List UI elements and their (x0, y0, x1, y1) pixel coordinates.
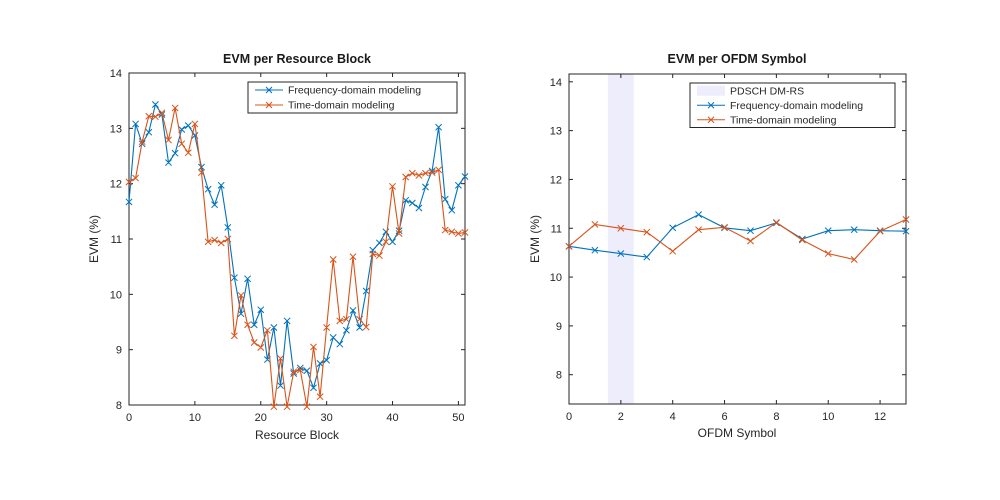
x-tick-label: 8 (773, 411, 779, 423)
y-tick-label: 9 (556, 321, 562, 333)
left-plot-ylabel: EVM (%) (87, 215, 101, 263)
legend-label-series-1: Time-domain modeling (730, 114, 837, 126)
legend-marker-sample (707, 101, 715, 109)
left-plot-xlabel: Resource Block (255, 428, 340, 442)
x-tick-label: 40 (386, 412, 398, 424)
series-line-0 (128, 103, 466, 390)
axes-box (568, 73, 907, 405)
y-tick-label: 13 (550, 126, 562, 138)
legend: Frequency-domain modeling Time-domain mod… (247, 81, 458, 114)
series-line-1 (568, 218, 907, 261)
right-plot-title: EVM per OFDM Symbol (668, 52, 807, 66)
y-tick-label: 8 (556, 370, 562, 382)
left-plot-title: EVM per Resource Block (223, 52, 371, 66)
x-tick-label: 4 (670, 411, 676, 423)
x-tick-label: 12 (874, 411, 886, 423)
legend-marker-sample (265, 86, 273, 94)
series-line-0 (568, 213, 907, 258)
legend-marker-sample (265, 101, 273, 109)
x-tick-label: 20 (255, 412, 267, 424)
x-tick-label: 0 (566, 411, 572, 423)
left-plot-axes: 0 10 20 30 40 50 8 9 10 11 12 13 14 Frequency-domain … (110, 68, 469, 424)
right-plot-xlabel: OFDM Symbol (698, 426, 777, 440)
y-tick-label: 11 (111, 234, 122, 246)
x-tick-label: 10 (189, 412, 201, 424)
legend-label-series-0: Frequency-domain modeling (730, 100, 863, 112)
legend-band-swatch (697, 85, 725, 96)
legend-label-series-0: Frequency-domain modeling (288, 85, 421, 97)
legend: PDSCH DM-RS Frequency-domain modeling Time… (689, 82, 896, 128)
y-tick-label: 8 (116, 400, 122, 412)
y-tick-label: 10 (550, 272, 562, 284)
x-tick-label: 2 (618, 411, 624, 423)
y-tick-label: 12 (110, 179, 122, 191)
y-tick-label: 11 (551, 223, 562, 235)
y-tick-label: 12 (550, 174, 562, 186)
y-tick-label: 14 (110, 68, 122, 80)
y-tick-label: 9 (116, 345, 122, 357)
series-markers-1 (565, 216, 910, 263)
dmrs-band (607, 74, 634, 404)
right-plot-axes: 0 2 4 6 8 10 12 8 9 10 11 12 13 14 PDSCH DM-RS Frequenc… (550, 73, 910, 423)
legend-label-band: PDSCH DM-RS (730, 85, 804, 97)
y-tick-label: 14 (550, 77, 562, 89)
x-tick-label: 50 (452, 412, 464, 424)
right-plot-ylabel: EVM (%) (528, 215, 542, 263)
legend-label-series-1: Time-domain modeling (288, 100, 395, 112)
series-markers-1 (125, 104, 469, 411)
series-line-1 (128, 107, 466, 407)
x-tick-label: 6 (721, 411, 727, 423)
x-tick-label: 0 (126, 412, 132, 424)
x-tick-label: 10 (822, 411, 834, 423)
y-tick-label: 13 (110, 123, 122, 135)
y-tick-label: 10 (110, 289, 122, 301)
axes-box (128, 72, 466, 406)
legend-marker-sample (707, 116, 715, 124)
legend-box (247, 81, 458, 114)
x-tick-label: 30 (321, 412, 333, 424)
